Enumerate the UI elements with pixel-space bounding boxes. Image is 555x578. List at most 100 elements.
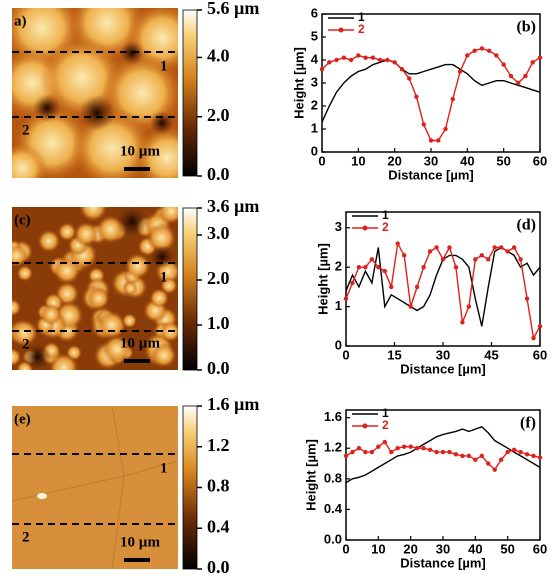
grain: [135, 126, 178, 178]
data-point: [486, 48, 492, 53]
x-tick-label: 10: [351, 153, 365, 168]
data-point: [518, 449, 523, 455]
panel-label: (b): [516, 19, 536, 36]
grain: [12, 244, 28, 268]
colorbar: [182, 207, 198, 371]
data-point: [389, 284, 394, 290]
legend-label: 2: [382, 220, 389, 234]
data-point: [356, 446, 362, 451]
data-point: [402, 444, 407, 449]
pit: [116, 207, 148, 238]
plot-area: [345, 409, 541, 541]
legend-marker: [362, 423, 368, 429]
data-point: [440, 257, 446, 262]
grain: [87, 287, 110, 310]
data-point: [319, 67, 325, 72]
scale-bar-label: 10 µm: [120, 143, 160, 159]
y-tick-label: 2: [311, 97, 318, 112]
y-tick-label: 3: [335, 219, 342, 234]
data-point: [537, 324, 543, 329]
legend-label: 1: [382, 208, 389, 222]
grain: [48, 352, 79, 370]
profile-label: 2: [22, 122, 30, 138]
colorbar-tick-label: 0.0: [207, 164, 230, 184]
data-point: [524, 296, 530, 301]
data-point: [369, 257, 375, 262]
scale-bar-label: 10 µm: [120, 534, 160, 550]
x-axis-label: Distance [µm]: [400, 555, 486, 570]
data-point: [408, 444, 413, 449]
data-point: [343, 453, 349, 459]
data-point: [450, 96, 455, 102]
x-tick-label: 40: [460, 153, 474, 168]
x-tick-label: 30: [436, 347, 450, 362]
x-tick-label: 45: [484, 347, 498, 362]
data-point: [440, 449, 446, 455]
grain: [151, 342, 177, 368]
y-tick-label: 3: [311, 74, 318, 89]
data-point: [407, 76, 412, 81]
data-point: [350, 449, 355, 455]
grain: [12, 347, 22, 367]
grain: [53, 257, 81, 285]
y-tick-label: 1.2: [324, 440, 342, 455]
particle: [37, 493, 47, 499]
data-point: [343, 296, 349, 301]
legend-marker: [338, 27, 344, 33]
colorbar-tick-label: 4.0: [207, 46, 230, 66]
y-axis-label: Height [µm]: [303, 439, 318, 511]
data-point: [479, 253, 484, 258]
colorbar-tick-label: 1.6 µm: [207, 394, 259, 414]
data-point: [466, 304, 472, 309]
data-point: [376, 264, 381, 270]
grain: [124, 253, 151, 280]
data-point: [499, 245, 504, 250]
grain: [40, 304, 62, 325]
data-point: [363, 55, 368, 60]
data-point: [492, 245, 497, 250]
data-point: [402, 253, 407, 258]
afm-image: [12, 406, 178, 569]
data-point: [508, 73, 514, 79]
x-tick-label: 60: [533, 347, 547, 362]
data-point: [385, 57, 390, 63]
colorbar-tick-label: 5.6 µm: [207, 0, 259, 18]
y-tick-label: 0: [335, 337, 342, 352]
grain: [149, 288, 170, 308]
data-point: [341, 55, 346, 60]
data-point: [348, 57, 354, 63]
grain: [37, 229, 61, 253]
y-tick-label: 6: [311, 5, 318, 20]
legend-marker: [362, 225, 368, 231]
data-point: [434, 245, 439, 250]
x-tick-label: 0: [342, 347, 349, 362]
plot-area: [345, 211, 541, 347]
legend-label: 2: [382, 418, 389, 432]
pit: [23, 343, 51, 370]
data-point: [369, 449, 375, 455]
data-point: [421, 122, 426, 127]
data-point: [460, 453, 465, 459]
data-point: [382, 439, 387, 445]
data-point: [457, 69, 463, 74]
colorbar: [182, 405, 198, 570]
profile-curve: [321, 47, 541, 142]
data-point: [494, 53, 499, 58]
data-point: [392, 60, 397, 65]
y-tick-label: 1.6: [324, 409, 342, 424]
colorbar-tick-label: 2.0: [207, 268, 230, 288]
profile-curve: [345, 441, 541, 471]
y-tick-label: 1: [335, 298, 342, 313]
y-axis-label: Height [µm]: [315, 243, 330, 315]
x-tick-label: 50: [500, 541, 514, 556]
x-tick-label: 10: [371, 541, 385, 556]
x-axis-label: Distance [µm]: [388, 167, 474, 182]
legend-label: 2: [358, 22, 365, 36]
grain: [12, 143, 47, 178]
data-point: [421, 264, 426, 270]
grain: [160, 277, 178, 295]
data-point: [505, 249, 510, 254]
colorbar-tick-label: 0.4: [207, 516, 230, 536]
x-tick-label: 30: [424, 153, 438, 168]
grain: [102, 334, 132, 364]
